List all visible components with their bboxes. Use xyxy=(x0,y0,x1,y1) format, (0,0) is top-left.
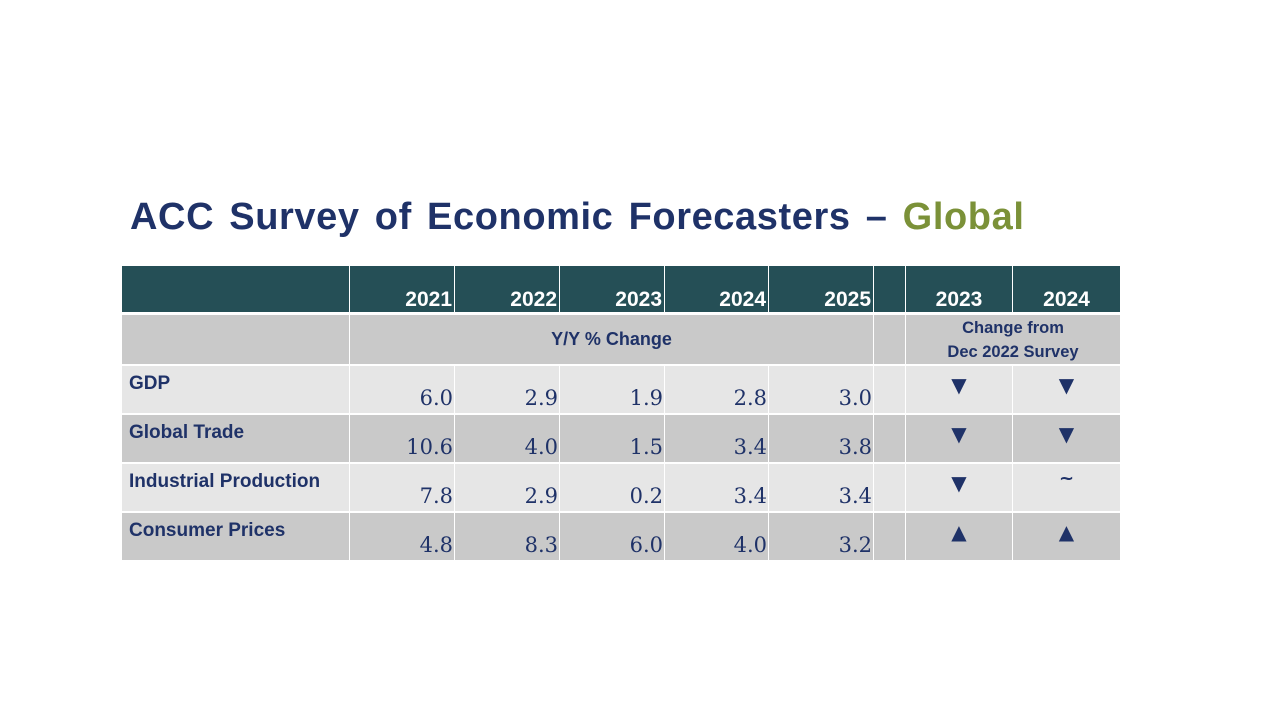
header-year-cell: 2021 xyxy=(349,266,455,315)
value-cell: 3.4 xyxy=(768,463,874,513)
down-triangle-icon: ▼ xyxy=(905,365,1013,415)
value-cell: 10.6 xyxy=(349,414,455,464)
value-cell: 3.2 xyxy=(768,512,874,560)
table-row: Industrial Production 7.8 2.9 0.2 3.4 3.… xyxy=(121,463,1121,513)
value-cell: 4.0 xyxy=(454,414,560,464)
table-row: Global Trade 10.6 4.0 1.5 3.4 3.8 ▼ ▼ xyxy=(121,414,1121,464)
value-cell: 4.0 xyxy=(664,512,769,560)
value-cell: 4.8 xyxy=(349,512,455,560)
value-cell: 3.8 xyxy=(768,414,874,464)
value-cell: 8.3 xyxy=(454,512,560,560)
value-cell: 3.4 xyxy=(664,414,769,464)
down-triangle-icon: ▼ xyxy=(905,414,1013,464)
down-triangle-icon: ▼ xyxy=(1012,414,1121,464)
up-triangle-icon: ▲ xyxy=(905,512,1013,560)
header-spacer-cell xyxy=(873,266,906,315)
slide-title: ACC Survey of Economic Forecasters – Glo… xyxy=(130,196,1025,239)
row-label: Consumer Prices xyxy=(121,512,350,560)
up-triangle-icon: ▲ xyxy=(1012,512,1121,560)
title-accent: Global xyxy=(902,196,1025,238)
subheader-spacer-cell xyxy=(873,313,906,366)
title-main: ACC Survey of Economic Forecasters – xyxy=(130,196,903,238)
table-header-row: 2021 2022 2023 2024 2025 2023 2024 xyxy=(121,266,1121,315)
spacer-cell xyxy=(873,414,906,464)
header-year-cell: 2023 xyxy=(559,266,665,315)
down-triangle-icon: ▼ xyxy=(905,463,1013,513)
value-cell: 6.0 xyxy=(349,365,455,415)
value-cell: 3.0 xyxy=(768,365,874,415)
value-cell: 7.8 xyxy=(349,463,455,513)
forecast-table: 2021 2022 2023 2024 2025 2023 2024 Y/Y %… xyxy=(121,266,1121,560)
header-change-year-cell: 2024 xyxy=(1012,266,1121,315)
header-year-cell: 2022 xyxy=(454,266,560,315)
value-cell: 0.2 xyxy=(559,463,665,513)
row-label: GDP xyxy=(121,365,350,415)
spacer-cell xyxy=(873,365,906,415)
value-cell: 2.9 xyxy=(454,463,560,513)
table-row: GDP 6.0 2.9 1.9 2.8 3.0 ▼ ▼ xyxy=(121,365,1121,415)
value-cell: 1.5 xyxy=(559,414,665,464)
spacer-cell xyxy=(873,512,906,560)
tilde-icon: ~ xyxy=(1012,463,1121,513)
spacer-cell xyxy=(873,463,906,513)
value-cell: 2.9 xyxy=(454,365,560,415)
change-label-line2: Dec 2022 Survey xyxy=(947,342,1079,361)
change-from-survey-label: Change from Dec 2022 Survey xyxy=(905,313,1121,366)
value-cell: 1.9 xyxy=(559,365,665,415)
value-cell: 2.8 xyxy=(664,365,769,415)
table-subheader-row: Y/Y % Change Change from Dec 2022 Survey xyxy=(121,313,1121,366)
table-row: Consumer Prices 4.8 8.3 6.0 4.0 3.2 ▲ ▲ xyxy=(121,512,1121,560)
row-label: Global Trade xyxy=(121,414,350,464)
subheader-corner-cell xyxy=(121,313,350,366)
value-cell: 6.0 xyxy=(559,512,665,560)
header-year-cell: 2025 xyxy=(768,266,874,315)
down-triangle-icon: ▼ xyxy=(1012,365,1121,415)
change-label-line1: Change from xyxy=(962,318,1064,337)
header-corner-cell xyxy=(121,266,350,315)
header-year-cell: 2024 xyxy=(664,266,769,315)
yoy-change-label: Y/Y % Change xyxy=(349,313,874,366)
header-change-year-cell: 2023 xyxy=(905,266,1013,315)
value-cell: 3.4 xyxy=(664,463,769,513)
row-label: Industrial Production xyxy=(121,463,350,513)
